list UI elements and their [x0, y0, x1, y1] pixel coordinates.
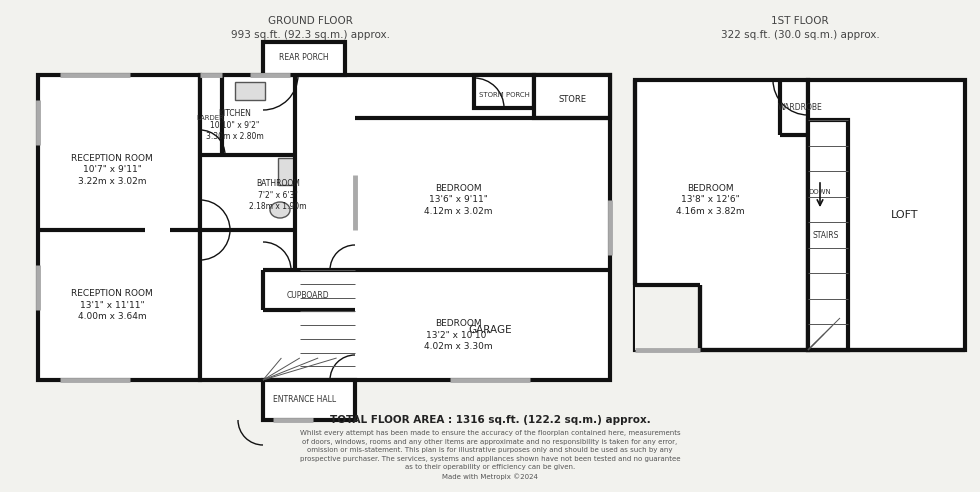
- Bar: [263, 42, 345, 75]
- Text: BEDROOM
13'8" x 12'6"
4.16m x 3.82m: BEDROOM 13'8" x 12'6" 4.16m x 3.82m: [675, 184, 745, 216]
- Text: RECEPTION ROOM
10'7" x 9'11"
3.22m x 3.02m: RECEPTION ROOM 10'7" x 9'11" 3.22m x 3.0…: [72, 154, 153, 186]
- Ellipse shape: [270, 202, 290, 218]
- Text: GROUND FLOOR
993 sq.ft. (92.3 sq.m.) approx.: GROUND FLOOR 993 sq.ft. (92.3 sq.m.) app…: [230, 16, 389, 40]
- Text: TOTAL FLOOR AREA : 1316 sq.ft. (122.2 sq.m.) approx.: TOTAL FLOOR AREA : 1316 sq.ft. (122.2 sq…: [329, 415, 651, 425]
- Text: ENTRANCE HALL: ENTRANCE HALL: [273, 396, 336, 404]
- Text: GARAGE: GARAGE: [468, 325, 512, 335]
- Text: RECEPTION ROOM
13'1" x 11'11"
4.00m x 3.64m: RECEPTION ROOM 13'1" x 11'11" 4.00m x 3.…: [72, 289, 153, 321]
- Text: BEDROOM
13'6" x 9'11"
4.12m x 3.02m: BEDROOM 13'6" x 9'11" 4.12m x 3.02m: [423, 184, 492, 216]
- Bar: [534, 75, 610, 118]
- Text: DOWN: DOWN: [808, 189, 831, 195]
- Text: WARDROBE: WARDROBE: [777, 102, 822, 112]
- Text: REAR PORCH: REAR PORCH: [279, 53, 329, 62]
- Text: BEDROOM
13'2" x 10'10"
4.02m x 3.30m: BEDROOM 13'2" x 10'10" 4.02m x 3.30m: [423, 319, 492, 351]
- Bar: [474, 75, 534, 108]
- Text: LARDER: LARDER: [196, 115, 224, 121]
- Bar: [808, 80, 965, 350]
- Text: LOFT: LOFT: [891, 210, 919, 220]
- Bar: [808, 120, 848, 350]
- Bar: [263, 380, 355, 420]
- Bar: [635, 80, 808, 350]
- Text: STORM PORCH: STORM PORCH: [478, 92, 529, 98]
- Bar: [200, 75, 610, 380]
- Text: STORE: STORE: [558, 95, 586, 104]
- Bar: [38, 75, 200, 380]
- Text: KITCHEN
10'10" x 9'2"
3.30m x 2.80m: KITCHEN 10'10" x 9'2" 3.30m x 2.80m: [206, 109, 264, 141]
- Text: Whilst every attempt has been made to ensure the accuracy of the floorplan conta: Whilst every attempt has been made to en…: [300, 430, 680, 480]
- Bar: [635, 285, 700, 350]
- Text: STAIRS: STAIRS: [812, 230, 839, 240]
- Text: 1ST FLOOR
322 sq.ft. (30.0 sq.m.) approx.: 1ST FLOOR 322 sq.ft. (30.0 sq.m.) approx…: [720, 16, 879, 40]
- Text: BATHROOM
7'2" x 6'3"
2.18m x 1.90m: BATHROOM 7'2" x 6'3" 2.18m x 1.90m: [249, 179, 307, 211]
- Text: CUPBOARD: CUPBOARD: [287, 290, 329, 300]
- Bar: [235, 82, 265, 100]
- Bar: [278, 158, 295, 185]
